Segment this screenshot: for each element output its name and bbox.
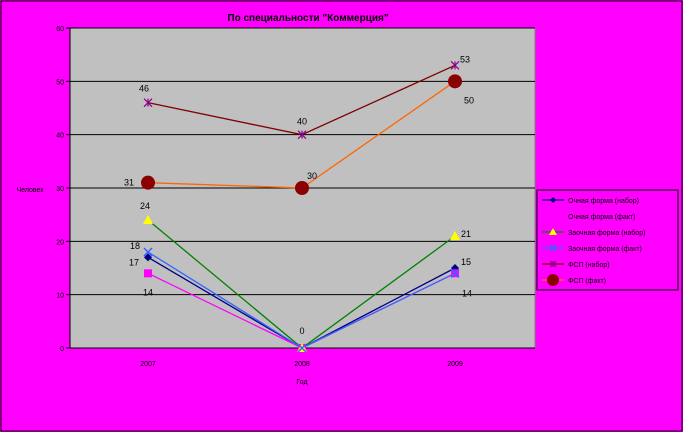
legend-label: ФСП (набор) (568, 261, 610, 269)
series-point (549, 260, 557, 268)
series-point (143, 247, 153, 257)
data-label: 18 (130, 241, 140, 251)
series-point (297, 343, 307, 353)
legend-label: Очная форма (набор) (568, 197, 639, 205)
y-tick-labels: 0 10 20 30 40 50 60 (56, 26, 64, 353)
data-labels: 17 15 14 14 24 0 21 18 46 40 53 31 30 50 (124, 54, 474, 336)
y-tick-label: 60 (56, 26, 64, 33)
series-point (450, 268, 460, 278)
x-tick-label: 2008 (294, 361, 310, 368)
data-label: 50 (464, 95, 474, 105)
data-label: 31 (124, 178, 134, 188)
series-point (549, 244, 557, 252)
data-label: 17 (129, 257, 139, 267)
data-label: 46 (139, 84, 149, 94)
series-point (143, 98, 153, 108)
series-point (295, 181, 309, 195)
x-tick-labels: 2007 2008 2009 (140, 361, 463, 368)
legend-box (536, 189, 679, 291)
data-label: 24 (140, 201, 150, 211)
series-point (141, 175, 155, 190)
data-label: 0 (299, 326, 304, 336)
data-label: 40 (297, 117, 307, 127)
series-point (550, 197, 556, 203)
series-point (549, 228, 557, 235)
series-point (450, 231, 460, 240)
data-label: 21 (461, 229, 471, 239)
series-point (144, 269, 152, 278)
series-lines (141, 60, 462, 353)
data-label: 14 (462, 288, 472, 298)
legend-label: ФСП (факт) (568, 278, 606, 285)
y-tick-label: 50 (56, 79, 64, 86)
series-point (144, 253, 152, 262)
y-tick-label: 10 (56, 293, 64, 300)
series-point (550, 213, 556, 219)
x-tick-label: 2007 (140, 361, 156, 368)
y-tick-label: 40 (56, 133, 64, 140)
legend-label: Заочная форма (факт) (568, 246, 642, 253)
series-point (450, 60, 460, 70)
y-tick-label: 30 (56, 186, 64, 193)
legend: Очная форма (набор) Очная форма (факт) Зао… (536, 189, 679, 291)
data-label: 30 (307, 171, 317, 181)
series-point (143, 215, 153, 224)
legend-label: Заочная форма (набор) (568, 229, 645, 237)
series-point (448, 74, 462, 89)
legend-label: Очная форма (факт) (568, 214, 635, 221)
data-label: 15 (461, 257, 471, 267)
x-tick-label: 2009 (447, 361, 463, 368)
y-tick-label: 20 (56, 239, 64, 246)
series-point (297, 130, 307, 140)
chart-title: По специальности "Коммерция" (227, 13, 388, 24)
series-point (547, 274, 559, 286)
y-axis-label: Человек (17, 187, 45, 194)
x-axis-label: Год (296, 379, 307, 386)
data-label: 53 (460, 54, 470, 64)
data-label: 14 (143, 287, 153, 297)
y-tick-label: 0 (60, 346, 64, 353)
